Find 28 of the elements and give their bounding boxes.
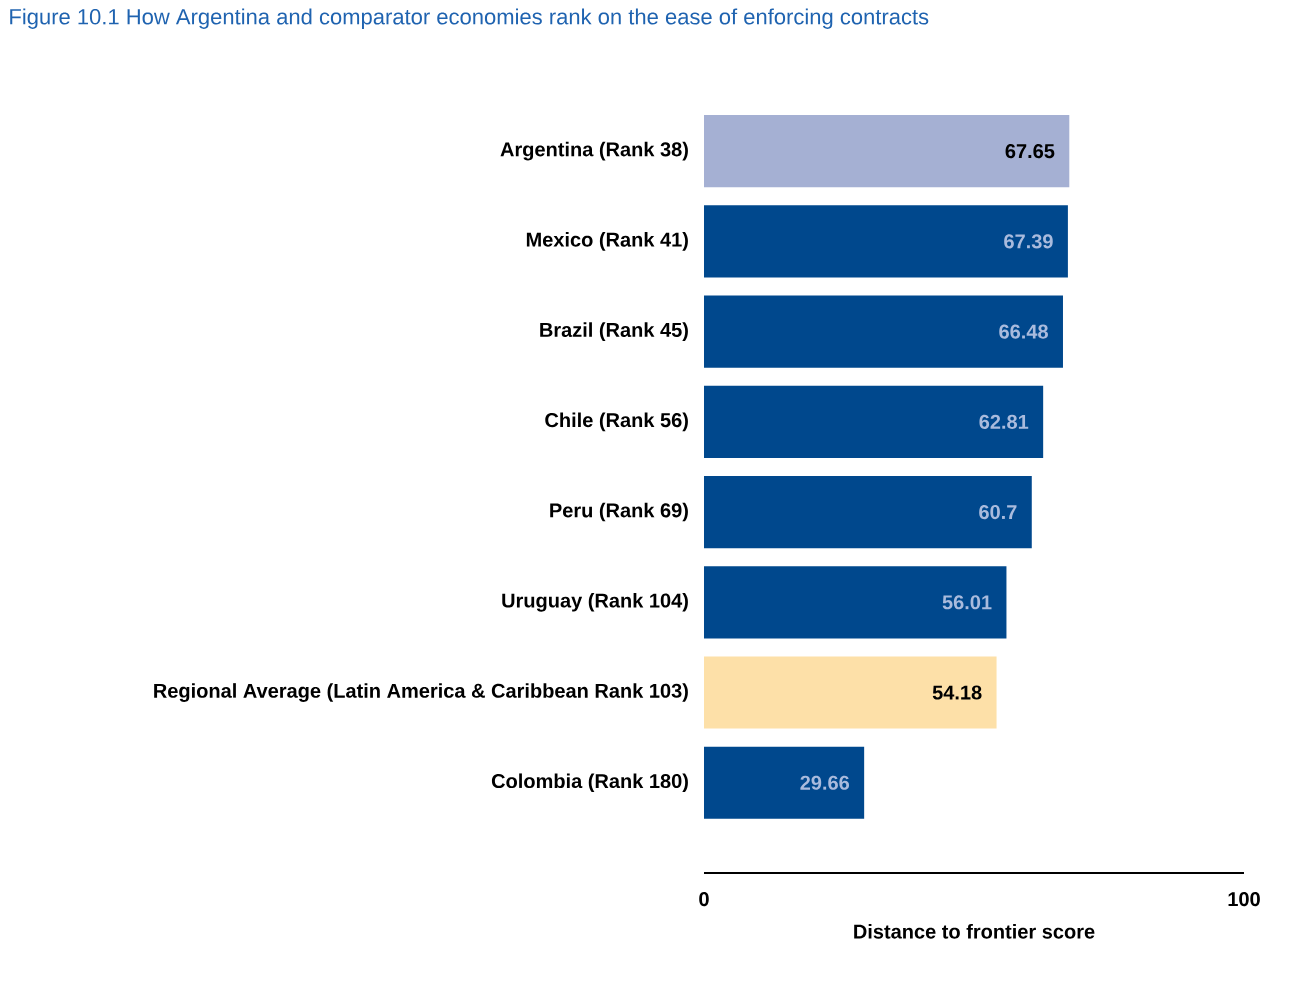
- bar: [704, 115, 1070, 188]
- y-tick-label: Uruguay (Rank 104): [502, 592, 688, 612]
- data-label: 29.66: [800, 775, 850, 790]
- text: Figure 10.1 How Argentina and comparator economies rank on the ease of enforcing contracts: [10, 8, 929, 29]
- bar: [704, 475, 1032, 549]
- bar: [704, 385, 1044, 458]
- x-tick-label: 100: [1228, 892, 1260, 907]
- y-tick-label: Mexico (Rank 41): [526, 232, 688, 251]
- data-label: 67.39: [1004, 234, 1053, 249]
- y-tick-label: Chile (Rank 56): [545, 412, 688, 432]
- y-tick-label: Colombia (Rank 180): [491, 773, 688, 793]
- data-label: 67.65: [1005, 144, 1055, 159]
- data-label: 54.18: [932, 685, 982, 700]
- y-tick-label: Brazil (Rank 45): [540, 322, 688, 341]
- data-label: 56.01: [942, 595, 992, 610]
- bar: [704, 295, 1063, 368]
- x-tick-label: 0: [699, 892, 709, 907]
- y-tick-label: Argentina (Rank 38): [500, 141, 688, 161]
- data-label: 66.48: [999, 324, 1048, 339]
- data-label: 62.81: [979, 414, 1029, 429]
- bar: [704, 205, 1068, 278]
- x-axis-title: Distance to frontier score: [854, 923, 1095, 939]
- y-tick-label: Peru (Rank 69): [550, 502, 688, 522]
- bar: [704, 656, 997, 729]
- data-label: 60.7: [979, 504, 1017, 520]
- y-tick-label: Regional Average (Latin America & Caribbean Rank 103): [154, 683, 688, 702]
- bar: [704, 566, 1007, 639]
- bar: [704, 746, 865, 819]
